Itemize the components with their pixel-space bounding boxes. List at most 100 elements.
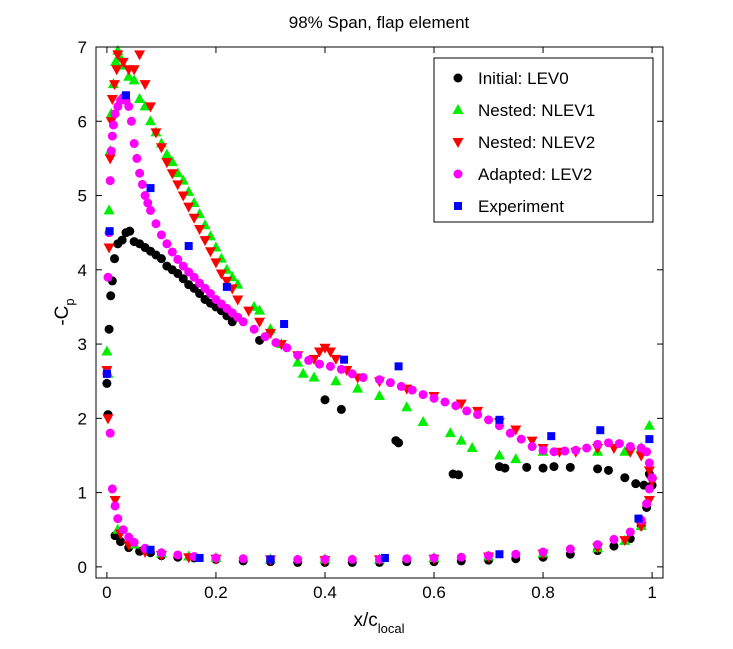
- series-0-point-9: [125, 226, 135, 236]
- series-1-point-39: [352, 382, 364, 393]
- series-3-point-46: [336, 364, 346, 374]
- series-4-point-11: [596, 426, 605, 435]
- series-2-point-18: [166, 169, 178, 180]
- series-3-point-49: [375, 375, 384, 385]
- series-0-point-38: [522, 462, 532, 472]
- series-3-point-50: [385, 378, 395, 388]
- series-2-point-37: [314, 347, 326, 358]
- series-2-point-3: [104, 154, 116, 165]
- series-2-point-11: [128, 65, 140, 76]
- series-3-point-79: [110, 501, 120, 511]
- series-3-point-95: [402, 554, 412, 564]
- series-2-point-22: [188, 213, 200, 224]
- series-3-point-80: [113, 514, 123, 524]
- y-tick-label-7: 7: [78, 38, 87, 57]
- series-3-point-59: [484, 415, 494, 425]
- series-1-point-43: [444, 427, 456, 438]
- series-2-point-50: [526, 436, 538, 447]
- series-3-point-13: [126, 116, 136, 126]
- legend-marker-0: [453, 73, 463, 83]
- series-3-point-101: [565, 544, 575, 554]
- series-1-point-52: [643, 419, 655, 430]
- series-0-point-31: [336, 404, 346, 414]
- series-2-point-13: [139, 80, 151, 91]
- legend-marker-2: [452, 138, 464, 148]
- series-1-point-41: [401, 401, 413, 412]
- series-3-point-76: [647, 473, 657, 483]
- series-3-point-37: [238, 317, 248, 327]
- series-0-point-35: [454, 470, 464, 480]
- series-3-point-22: [156, 230, 166, 240]
- series-1-point-2: [103, 204, 115, 215]
- series-3-point-39: [260, 332, 270, 342]
- series-3-point-75: [644, 458, 654, 468]
- y-tick-label-5: 5: [78, 187, 87, 206]
- series-3-point-98: [484, 551, 494, 561]
- series-1-point-0: [101, 345, 113, 356]
- series-3-point-74: [642, 447, 652, 457]
- series-1-point-42: [417, 416, 429, 427]
- y-tick-label-4: 4: [78, 261, 87, 280]
- y-axis-label-sub: p: [62, 298, 77, 305]
- series-1-point-6: [110, 55, 122, 66]
- series-3-point-99: [511, 549, 521, 559]
- series-4-point-18: [634, 514, 643, 523]
- series-3-point-86: [173, 550, 183, 560]
- series-2-point-7: [111, 65, 123, 76]
- series-0-point-43: [603, 465, 613, 475]
- x-axis-label: x/clocal: [353, 610, 404, 636]
- series-1-point-11: [128, 74, 140, 85]
- series-4-point-1: [105, 227, 114, 236]
- series-3-point-89: [238, 554, 248, 564]
- series-1-point-44: [455, 434, 467, 445]
- series-3-point-104: [625, 527, 635, 537]
- y-tick-label-0: 0: [78, 558, 87, 577]
- series-2-point-28: [221, 276, 233, 287]
- series-3-point-54: [429, 393, 439, 403]
- series-0-point-7: [117, 235, 127, 245]
- series-2-point-21: [183, 202, 195, 213]
- series-3-point-14: [129, 139, 139, 149]
- series-0-point-5: [110, 254, 120, 264]
- chart-title: 98% Span, flap element: [289, 13, 470, 32]
- series-1-point-35: [292, 356, 304, 367]
- series-2-point-2: [103, 243, 115, 254]
- series-2-point-75: [635, 522, 647, 533]
- data-markers: [101, 44, 658, 567]
- series-3-point-106: [642, 499, 652, 509]
- series-1-point-50: [619, 445, 631, 456]
- series-3-point-25: [173, 254, 183, 264]
- series-4-point-10: [547, 432, 556, 441]
- series-2-point-58: [643, 466, 655, 477]
- legend-marker-4: [454, 202, 462, 210]
- series-3-point-102: [593, 540, 603, 550]
- series-2-point-15: [150, 128, 162, 139]
- series-4-point-13: [146, 545, 155, 554]
- series-3-point-97: [456, 552, 466, 562]
- series-0-point-41: [565, 462, 575, 472]
- series-3-point-41: [282, 343, 292, 353]
- series-0-point-42: [593, 464, 603, 474]
- series-2-point-46: [455, 399, 467, 410]
- series-0-point-3: [106, 291, 116, 301]
- series-0-point-37: [500, 463, 510, 473]
- legend-box: [433, 57, 654, 223]
- series-1-point-36: [297, 367, 309, 378]
- series-3-point-24: [167, 247, 177, 257]
- plot-frame: [95, 46, 664, 579]
- series-4-point-3: [146, 184, 155, 193]
- series-0-point-72: [609, 541, 619, 551]
- series-1-point-45: [466, 442, 478, 453]
- series-2-point-74: [619, 536, 631, 547]
- series-0-point-19: [178, 274, 188, 284]
- series-3-point-1: [103, 272, 113, 282]
- series-2-point-14: [145, 102, 157, 113]
- legend-label-1: Nested: NLEV1: [478, 101, 595, 120]
- series-3-point-83: [129, 537, 139, 547]
- series-4-point-12: [645, 435, 654, 444]
- series-4-point-7: [340, 355, 349, 364]
- series-3-point-40: [271, 338, 281, 348]
- y-tick-label-1: 1: [78, 484, 87, 503]
- series-4-point-0: [102, 369, 111, 378]
